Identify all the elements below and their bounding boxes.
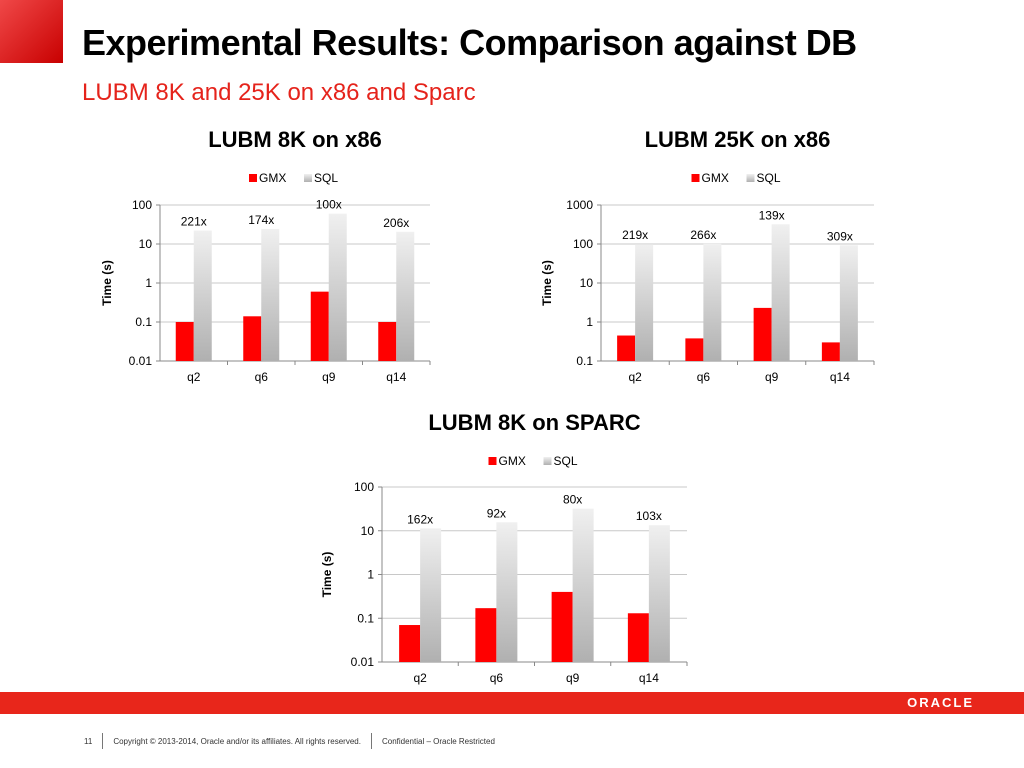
- bar-sql-q6: [496, 522, 518, 662]
- y-tick-label: 0.01: [129, 354, 153, 368]
- legend-swatch-sql: [746, 174, 755, 182]
- y-axis-label: Time (s): [320, 552, 334, 598]
- x-tick-label: q14: [386, 370, 406, 384]
- corner-accent: [0, 0, 63, 63]
- chart-svg: LUBM 8K on SPARC GMX SQL 0.01 0.1 1 10 100 Time …: [320, 410, 688, 685]
- page-number: 11: [84, 736, 93, 746]
- bar-gmx-q9: [551, 591, 573, 662]
- speedup-label: 266x: [690, 228, 716, 242]
- footer: 11 Copyright © 2013-2014, Oracle and/or …: [84, 732, 495, 750]
- footer-divider: [102, 733, 104, 749]
- x-tick-label: q9: [322, 370, 336, 384]
- bar-sql-q2: [420, 528, 442, 662]
- bar-gmx-q2: [175, 322, 194, 361]
- x-tick-label: q9: [566, 671, 580, 685]
- legend-swatch-gmx: [691, 174, 700, 182]
- y-tick-label: 0.1: [576, 354, 593, 368]
- speedup-label: 206x: [383, 216, 409, 230]
- chart-lubm-8k-x86: LUBM 8K on x86 GMX SQL 0.01 0.1 1 10 100 Time (s…: [95, 122, 435, 390]
- bar-gmx-q2: [399, 625, 421, 662]
- bar-sql-q9: [572, 508, 594, 662]
- legend-label-gmx: GMX: [499, 454, 526, 468]
- legend-swatch-gmx: [249, 174, 257, 182]
- bar-gmx-q6: [475, 608, 497, 662]
- bar-gmx-q6: [685, 338, 704, 361]
- y-tick-label: 100: [354, 480, 374, 494]
- chart-lubm-25k-x86: LUBM 25K on x86 GMX SQL 0.1 1 10 100 1000 Time (…: [535, 122, 875, 390]
- bar-gmx-q14: [378, 322, 397, 361]
- bar-gmx-q9: [753, 307, 772, 361]
- chart-title: LUBM 25K on x86: [645, 127, 831, 152]
- x-tick-label: q14: [830, 370, 850, 384]
- chart-title: LUBM 8K on x86: [208, 127, 382, 152]
- bar-sql-q14: [839, 245, 858, 361]
- bar-sql-q14: [648, 525, 670, 662]
- classification-text: Confidential – Oracle Restricted: [381, 736, 495, 746]
- y-tick-label: 1: [367, 568, 374, 582]
- bar-sql-q6: [703, 243, 722, 361]
- speedup-label: 103x: [636, 509, 662, 523]
- bar-gmx-q2: [617, 335, 636, 361]
- bar-sql-q14: [396, 231, 415, 361]
- bar-sql-q9: [328, 213, 347, 361]
- x-tick-label: q2: [628, 370, 642, 384]
- copyright-text: Copyright © 2013-2014, Oracle and/or its…: [113, 736, 361, 746]
- footer-divider: [370, 733, 372, 749]
- slide-title: Experimental Results: Comparison against…: [82, 22, 857, 63]
- y-tick-label: 100: [132, 198, 152, 212]
- y-tick-label: 0.1: [135, 315, 152, 329]
- bar-sql-q2: [635, 244, 654, 361]
- legend-label-sql: SQL: [554, 454, 578, 468]
- bar-sql-q2: [193, 230, 212, 361]
- chart-svg: LUBM 8K on x86 GMX SQL 0.01 0.1 1 10 100 Time (s…: [100, 127, 431, 384]
- x-tick-label: q2: [187, 370, 201, 384]
- footer-band: ORACLE: [0, 692, 1024, 714]
- oracle-logo: ORACLE: [907, 695, 974, 710]
- y-tick-label: 0.1: [357, 611, 374, 625]
- y-tick-label: 10: [361, 524, 375, 538]
- legend-label-sql: SQL: [757, 171, 781, 185]
- speedup-label: 309x: [827, 229, 853, 243]
- legend-swatch-gmx: [488, 457, 497, 465]
- x-tick-label: q6: [697, 370, 711, 384]
- y-tick-label: 10: [580, 276, 594, 290]
- speedup-label: 100x: [316, 198, 342, 212]
- bar-gmx-q14: [627, 613, 649, 662]
- bar-gmx-q6: [243, 316, 262, 361]
- y-tick-label: 1: [586, 315, 593, 329]
- x-tick-label: q6: [255, 370, 269, 384]
- legend-label-gmx: GMX: [702, 171, 729, 185]
- x-tick-label: q14: [639, 671, 659, 685]
- speedup-label: 174x: [248, 213, 274, 227]
- y-tick-label: 1000: [566, 198, 593, 212]
- legend-swatch-sql: [304, 174, 312, 182]
- legend-label-gmx: GMX: [259, 171, 286, 185]
- y-tick-label: 0.01: [351, 655, 375, 669]
- chart-title: LUBM 8K on SPARC: [428, 410, 640, 435]
- chart-lubm-8k-sparc: LUBM 8K on SPARC GMX SQL 0.01 0.1 1 10 100 Time …: [315, 405, 695, 685]
- y-axis-label: Time (s): [540, 260, 554, 306]
- x-tick-label: q6: [490, 671, 504, 685]
- legend-label-sql: SQL: [314, 171, 338, 185]
- slide-subtitle: LUBM 8K and 25K on x86 and Sparc: [82, 79, 476, 106]
- speedup-label: 162x: [407, 512, 433, 526]
- x-tick-label: q9: [765, 370, 779, 384]
- legend-swatch-sql: [543, 457, 552, 465]
- bar-gmx-q9: [310, 291, 329, 361]
- y-axis-label: Time (s): [100, 260, 114, 306]
- speedup-label: 139x: [759, 208, 785, 222]
- bar-sql-q6: [261, 228, 280, 361]
- speedup-label: 221x: [181, 215, 207, 229]
- y-tick-label: 10: [139, 237, 153, 251]
- chart-svg: LUBM 25K on x86 GMX SQL 0.1 1 10 100 1000 Time (…: [540, 127, 875, 384]
- speedup-label: 92x: [487, 506, 506, 520]
- speedup-label: 80x: [563, 493, 582, 507]
- speedup-label: 219x: [622, 228, 648, 242]
- y-tick-label: 1: [145, 276, 152, 290]
- x-tick-label: q2: [413, 671, 427, 685]
- bar-sql-q9: [771, 224, 790, 361]
- y-tick-label: 100: [573, 237, 593, 251]
- bar-gmx-q14: [821, 342, 840, 361]
